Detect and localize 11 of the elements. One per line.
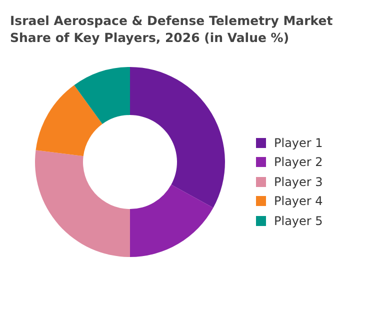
chart-title: Israel Aerospace & Defense Telemetry Market Share of Key Players, 2026 (in Value %) — [10, 12, 334, 46]
donut-slice — [74, 67, 130, 124]
legend-label: Player 5 — [274, 214, 323, 228]
legend-label: Player 4 — [274, 194, 323, 208]
donut-slice — [130, 67, 225, 208]
legend-label: Player 2 — [274, 155, 323, 170]
donut-slice — [35, 150, 130, 257]
legend-label: Player 1 — [274, 136, 323, 150]
legend-label: Player 3 — [274, 174, 323, 189]
donut-slice — [130, 184, 214, 257]
donut-slice — [36, 85, 102, 156]
